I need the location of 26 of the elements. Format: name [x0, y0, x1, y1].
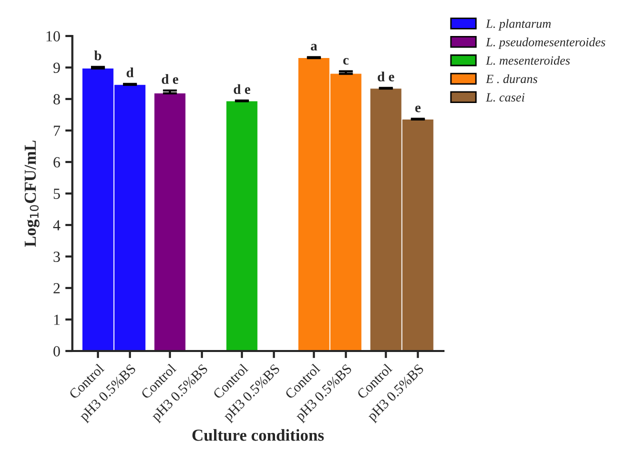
y-tick-label: 8 [53, 94, 60, 104]
y-tick-label: 5 [54, 188, 60, 199]
y-tick-label: 1 [54, 314, 60, 325]
y-tick-label: 0 [53, 346, 60, 356]
y-tick-label: 3 [54, 252, 60, 262]
y-tick-label: 7 [54, 126, 60, 136]
data-label: d e [234, 84, 250, 94]
legend-label: E . durans [486, 74, 538, 84]
y-tick-label: 2 [54, 283, 60, 294]
data-label: b [94, 50, 102, 60]
y-axis-title: Log$_{10}$CFU/mL [24, 140, 40, 247]
data-label: d e [162, 74, 178, 84]
data-label: e [415, 106, 421, 112]
data-label: a [310, 44, 318, 51]
y-tick-label: 10 [46, 31, 60, 42]
y-tick-label: 9 [53, 62, 60, 73]
data-label: c [343, 58, 349, 65]
y-tick-label: 4 [53, 220, 60, 230]
y-tick-label: 6 [54, 157, 60, 168]
data-label: d [126, 68, 134, 78]
data-label: d e [378, 72, 394, 82]
legend-label: L. plantarum [486, 19, 551, 30]
legend-label: L. pseudomesenteroides [486, 38, 606, 49]
x-axis-title: Culture conditions [192, 429, 324, 441]
legend-label: L. casei [486, 93, 524, 102]
legend-label: L. mesenteroides [486, 56, 570, 65]
